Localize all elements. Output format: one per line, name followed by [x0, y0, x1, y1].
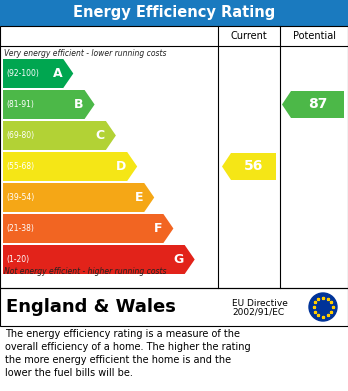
Text: D: D [116, 160, 126, 173]
Bar [0, 26, 348, 288]
Polygon shape [222, 153, 276, 180]
Text: (1-20): (1-20) [6, 255, 29, 264]
Text: England & Wales: England & Wales [6, 298, 176, 316]
Text: (81-91): (81-91) [6, 100, 34, 109]
Text: 2002/91/EC: 2002/91/EC [232, 307, 284, 316]
Text: C: C [96, 129, 105, 142]
Polygon shape [3, 90, 95, 119]
Text: lower the fuel bills will be.: lower the fuel bills will be. [5, 368, 133, 378]
Text: (69-80): (69-80) [6, 131, 34, 140]
Bar [0, 0, 348, 26]
Bar [0, 288, 348, 326]
Text: 56: 56 [244, 160, 263, 174]
Text: B: B [74, 98, 84, 111]
Polygon shape [3, 152, 137, 181]
Text: (39-54): (39-54) [6, 193, 34, 202]
Text: 87: 87 [308, 97, 327, 111]
Text: Very energy efficient - lower running costs: Very energy efficient - lower running co… [4, 49, 166, 58]
Text: Energy Efficiency Rating: Energy Efficiency Rating [73, 5, 275, 20]
Text: E: E [135, 191, 143, 204]
Polygon shape [282, 91, 344, 118]
Circle shape [309, 293, 337, 321]
Polygon shape [3, 121, 116, 150]
Polygon shape [3, 183, 154, 212]
Text: the more energy efficient the home is and the: the more energy efficient the home is an… [5, 355, 231, 365]
Text: EU Directive: EU Directive [232, 298, 288, 307]
Text: A: A [53, 67, 62, 80]
Polygon shape [3, 59, 73, 88]
Text: (55-68): (55-68) [6, 162, 34, 171]
Polygon shape [3, 245, 195, 274]
Text: Current: Current [231, 31, 267, 41]
Text: Not energy efficient - higher running costs: Not energy efficient - higher running co… [4, 267, 166, 276]
Text: F: F [154, 222, 163, 235]
Text: (21-38): (21-38) [6, 224, 34, 233]
Text: (92-100): (92-100) [6, 69, 39, 78]
Text: G: G [173, 253, 184, 266]
Text: The energy efficiency rating is a measure of the: The energy efficiency rating is a measur… [5, 329, 240, 339]
Text: Potential: Potential [293, 31, 335, 41]
Bar [0, 26, 348, 288]
Polygon shape [3, 214, 173, 243]
Text: overall efficiency of a home. The higher the rating: overall efficiency of a home. The higher… [5, 342, 251, 352]
